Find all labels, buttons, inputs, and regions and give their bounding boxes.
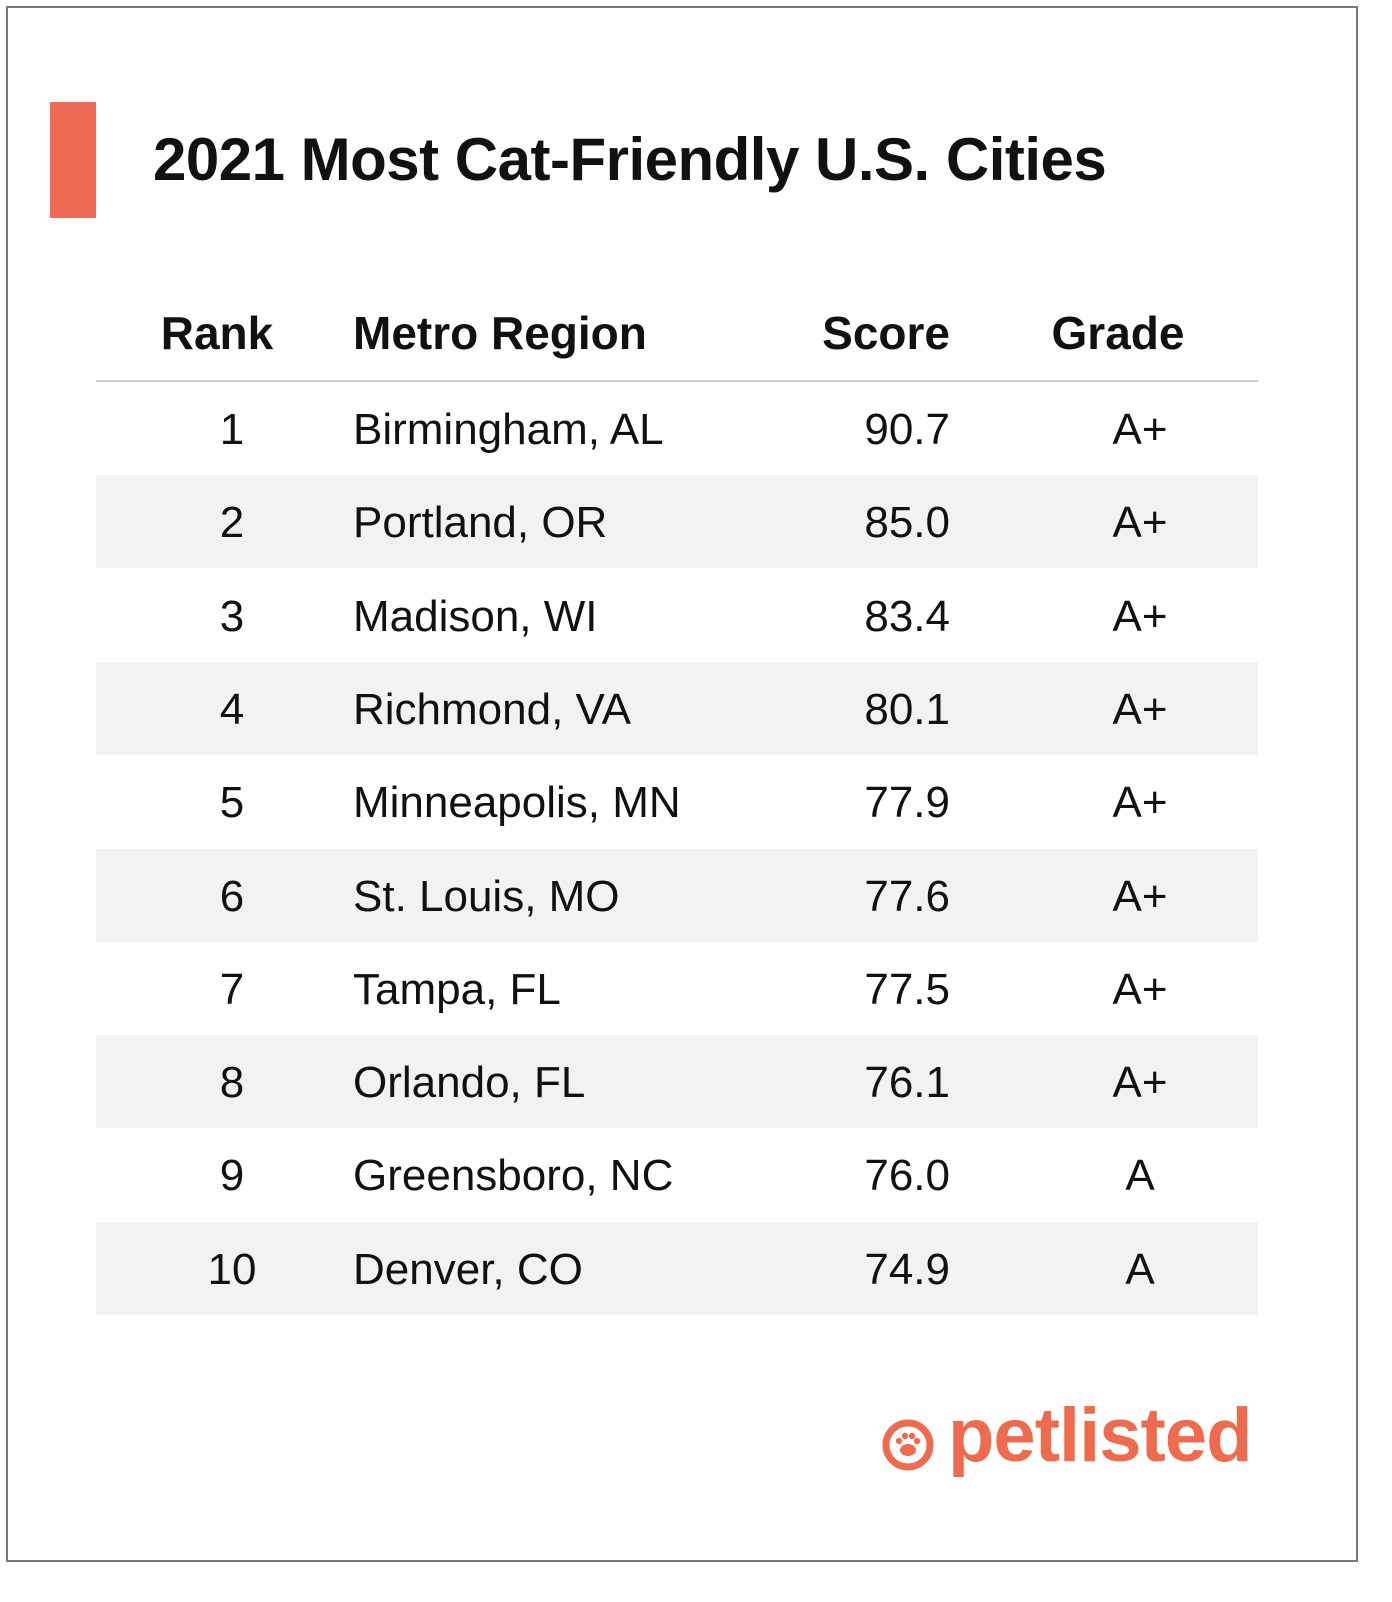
- table-cell: 5: [219, 778, 245, 828]
- table-cell: 77.9: [864, 778, 950, 828]
- table-cell: 77.5: [864, 964, 950, 1014]
- table-row: 9 Greensboro, NC 76.0 A: [96, 1128, 1258, 1221]
- table-cell: 6: [219, 871, 245, 921]
- table-row: 2 Portland, OR 85.0 A+: [96, 475, 1258, 569]
- table-row: 5 Minneapolis, MN 77.9 A+: [96, 755, 1258, 848]
- table-cell: Minneapolis, MN: [353, 778, 681, 828]
- table-cell: A: [1125, 1244, 1155, 1294]
- header-rule: [96, 380, 1258, 382]
- table-cell: 1: [219, 405, 245, 454]
- table-cell: A+: [1112, 871, 1168, 921]
- table-cell: 8: [219, 1058, 245, 1108]
- table-cell: Tampa, FL: [353, 964, 561, 1014]
- table-cell: 90.7: [864, 405, 950, 454]
- table-cell: 76.1: [864, 1058, 950, 1108]
- table-cell: 3: [219, 591, 245, 641]
- table-cell: A+: [1112, 591, 1168, 641]
- table-cell: Portland, OR: [353, 498, 608, 548]
- table-cell: 83.4: [864, 591, 950, 641]
- table-cell: A+: [1112, 964, 1168, 1014]
- table-cell: A+: [1112, 778, 1168, 828]
- table-row: 10 Denver, CO 74.9 A: [96, 1221, 1258, 1315]
- table-cell: 9: [219, 1151, 245, 1201]
- brand-icon: [882, 1419, 934, 1471]
- table-cell: Richmond, VA: [353, 684, 631, 734]
- table-cell: 7: [219, 964, 245, 1014]
- table-cell: 74.9: [864, 1244, 950, 1294]
- column-header: Rank: [160, 307, 274, 359]
- table-cell: 2: [219, 498, 245, 548]
- table-cell: A: [1125, 1151, 1155, 1201]
- accent-bar: [50, 102, 96, 218]
- table-cell: 10: [207, 1244, 257, 1294]
- column-header: Metro Region: [353, 307, 647, 359]
- table-cell: 85.0: [864, 498, 950, 548]
- table-cell: A+: [1112, 405, 1168, 454]
- title: 2021 Most Cat-Friendly U.S. Cities: [153, 126, 1107, 193]
- table-cell: Madison, WI: [353, 591, 598, 641]
- table-row: 4 Richmond, VA 80.1 A+: [96, 661, 1258, 755]
- column-header: Score: [822, 307, 950, 359]
- table-cell: Greensboro, NC: [353, 1151, 674, 1201]
- table-row: 7 Tampa, FL 77.5 A+: [96, 942, 1258, 1035]
- table-cell: A+: [1112, 684, 1168, 734]
- table-cell: Denver, CO: [353, 1244, 583, 1294]
- table-cell: A+: [1112, 1058, 1168, 1108]
- table-row: 8 Orlando, FL 76.1 A+: [96, 1035, 1258, 1129]
- brand-name: petlisted: [948, 1393, 1252, 1478]
- table-cell: Orlando, FL: [353, 1058, 586, 1108]
- table-cell: Birmingham, AL: [353, 405, 664, 454]
- table-cell: 77.6: [864, 871, 950, 921]
- table-row: 1 Birmingham, AL 90.7 A+: [96, 382, 1258, 475]
- table-cell: A+: [1112, 498, 1168, 548]
- table-cell: 80.1: [864, 684, 950, 734]
- table-cell: 76.0: [864, 1151, 950, 1201]
- table-cell: 4: [219, 684, 245, 734]
- frame: [6, 6, 1358, 1562]
- table-row: 3 Madison, WI 83.4 A+: [96, 569, 1258, 662]
- column-header: Grade: [1051, 307, 1185, 359]
- table-cell: St. Louis, MO: [353, 871, 620, 921]
- table-row: 6 St. Louis, MO 77.6 A+: [96, 848, 1258, 942]
